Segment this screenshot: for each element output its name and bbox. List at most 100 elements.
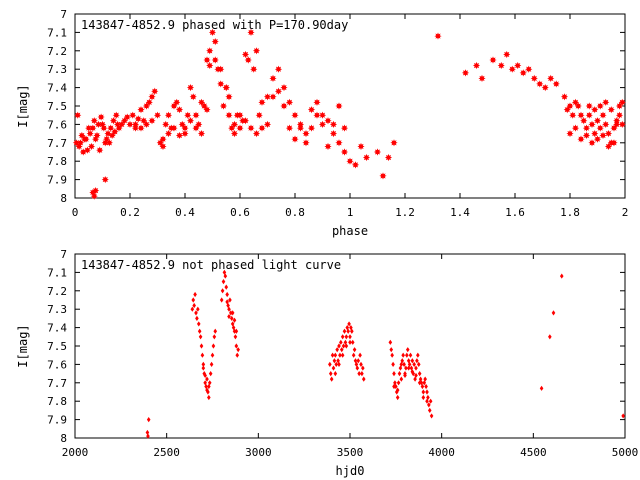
y-tick-label: 7.1 [47,26,67,39]
y-axis-label: I[mag] [16,84,30,127]
data-point [232,328,237,334]
data-point [580,117,588,125]
data-point [621,413,625,419]
data-point [615,111,624,119]
data-point [421,394,426,401]
x-tick-label: 0 [72,206,79,219]
data-point [539,385,544,391]
data-point [252,130,261,138]
data-point [329,376,334,382]
data-point [588,120,596,128]
y-tick-label: 7.9 [47,414,67,427]
data-point [208,28,217,36]
data-point [186,84,195,92]
x-tick-label: 2000 [62,446,89,459]
x-axis-label: phase [332,224,368,238]
data-point [536,80,544,88]
data-point [269,93,277,101]
data-point [335,347,339,353]
x-tick-label: 1.2 [395,206,415,219]
data-point [347,321,351,327]
data-point [577,111,585,119]
data-point [414,372,418,379]
data-point [186,117,195,125]
data-point [233,334,238,340]
data-point [344,334,349,340]
data-point [173,98,181,106]
data-point [223,273,228,279]
data-point [225,93,233,101]
data-point [423,376,427,382]
data-point [184,111,192,119]
data-point [222,269,227,275]
data-point [392,371,396,377]
data-point [227,306,231,312]
y-tick-label: 7.4 [47,322,67,335]
data-point [302,139,310,147]
data-point [602,98,610,106]
data-point [92,135,100,143]
data-point [236,347,240,353]
y-tick-label: 7.8 [47,155,67,168]
data-point [227,313,231,320]
data-point [211,38,219,46]
data-point [307,106,316,114]
data-point [229,310,233,316]
data-point [142,120,151,128]
data-point [409,365,414,371]
x-tick-label: 3500 [337,446,364,459]
data-point [263,120,272,128]
data-series [145,269,625,439]
data-point [402,361,406,367]
data-point [175,131,184,140]
data-point [199,343,204,349]
data-point [403,372,407,379]
data-point [129,111,137,119]
data-point [203,106,211,114]
data-point [362,153,371,162]
data-point [230,130,239,138]
data-point [342,328,347,334]
data-point [596,102,604,110]
data-point [602,120,610,128]
data-point [241,117,250,125]
data-point [618,98,626,106]
data-point [318,111,327,119]
data-point [269,74,277,82]
data-point [361,365,365,371]
data-point [393,380,397,386]
data-point [210,352,215,358]
data-point [145,429,150,436]
data-point [190,306,195,312]
data-point [410,369,415,375]
data-point [219,297,224,303]
data-point [258,124,266,132]
data-point [340,148,349,156]
data-point [146,433,150,439]
data-point [213,328,218,334]
data-point [566,130,574,138]
data-point [285,124,294,132]
data-point [337,343,341,349]
data-point [222,84,230,92]
data-point [585,102,593,110]
data-point [204,383,208,390]
data-point [399,361,404,367]
data-point [337,361,341,367]
x-tick-label: 1.8 [560,206,580,219]
y-tick-label: 7 [60,248,67,261]
data-point [75,142,83,151]
x-tick-label: 0.4 [175,206,195,219]
data-point [280,102,288,110]
data-point [302,130,310,138]
data-point [86,130,94,138]
data-point [324,117,332,125]
data-point [231,325,236,331]
y-tick-label: 7.2 [47,285,67,298]
data-point [197,130,206,138]
data-point [164,130,173,138]
y-tick-label: 7 [60,8,67,21]
data-point [181,130,189,138]
data-point [346,328,350,334]
data-point [429,413,434,419]
